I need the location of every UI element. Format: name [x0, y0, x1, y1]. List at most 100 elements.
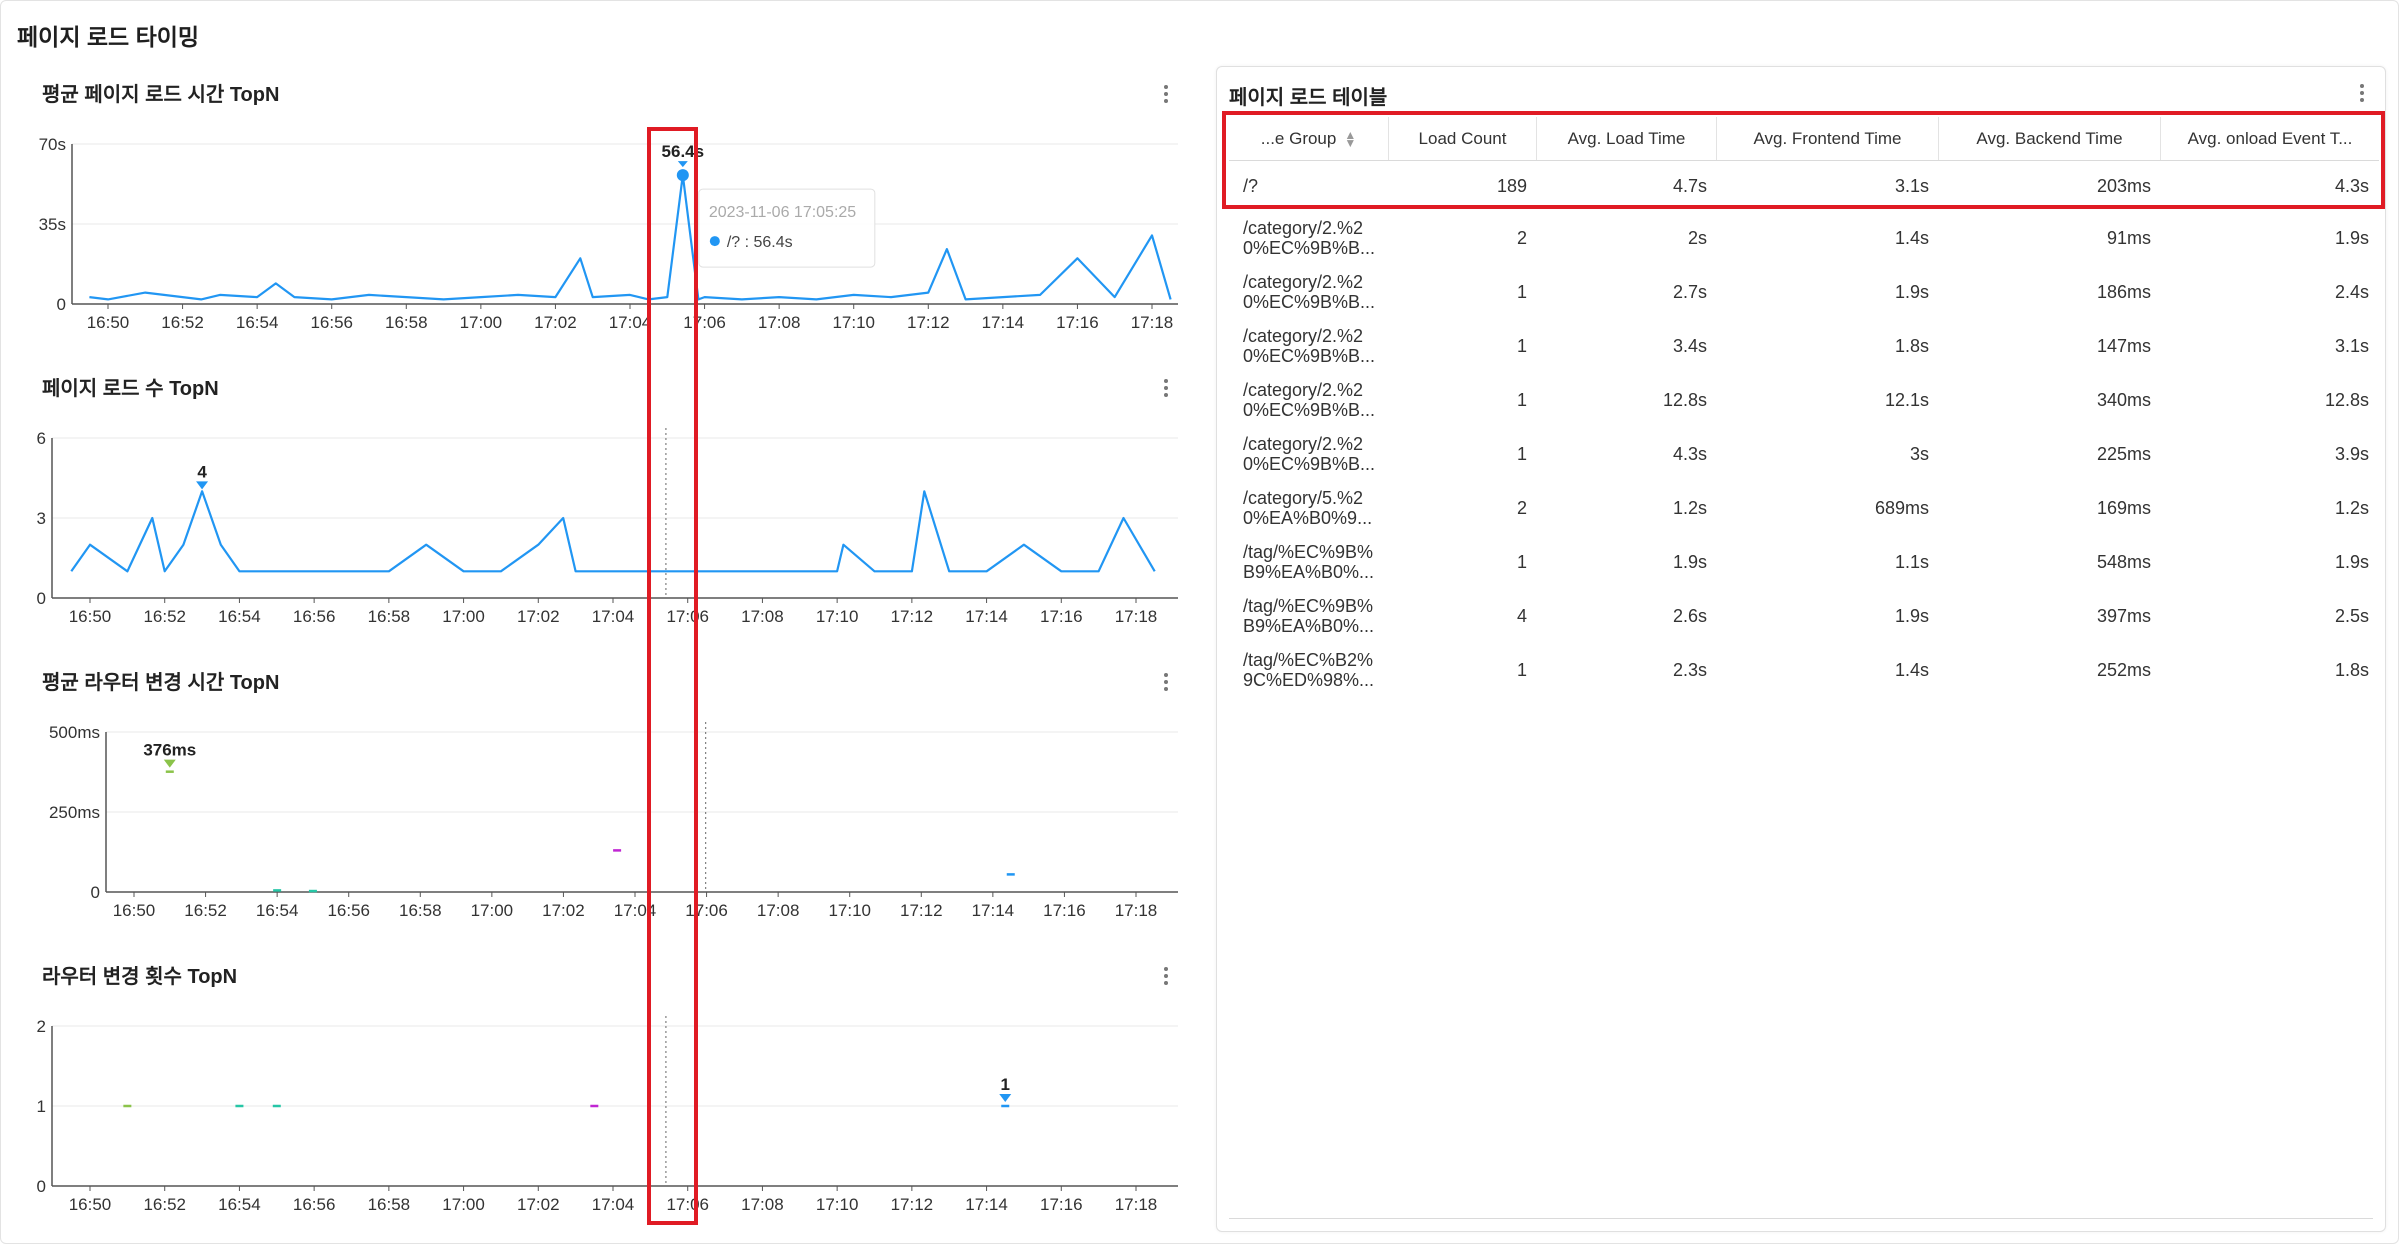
page-group-line: /category/2.%2	[1243, 380, 1364, 400]
cell-onload: 2.5s	[2334, 605, 2369, 626]
cell-front: 1.4s	[1894, 659, 1929, 680]
cell-load: 3.4s	[1672, 335, 1707, 356]
page-group-line: /tag/%EC%9B%	[1243, 596, 1374, 616]
more-options-icon[interactable]	[1159, 964, 1173, 990]
x-tick-label: 16:50	[69, 607, 112, 626]
column-header-avg-backend-time[interactable]: Avg. Backend Time	[1939, 117, 2161, 160]
chart-title: 평균 페이지 로드 시간 TopN	[42, 84, 280, 106]
column-header-avg-frontend-time[interactable]: Avg. Frontend Time	[1717, 117, 1939, 160]
x-tick-label: 17:10	[816, 607, 859, 626]
column-header-page-group[interactable]: ...e Group ▲ ▼	[1229, 117, 1389, 160]
cell-onload: 1.2s	[2334, 497, 2369, 518]
cell-front: 1.1s	[1894, 551, 1929, 572]
cell-page-group: /tag/%EC%B2% 9C%ED%98%...	[1229, 650, 1389, 690]
cell-count: 4	[1516, 605, 1527, 626]
x-tick-label: 17:10	[832, 313, 875, 332]
cell-onload: 1.9s	[2334, 551, 2369, 572]
page-group-line: 9C%ED%98%...	[1243, 670, 1375, 690]
page-group-line: 0%EC%9B%B...	[1243, 292, 1376, 312]
cell-front: 1.8s	[1894, 335, 1929, 356]
x-tick-label: 17:16	[1040, 1195, 1083, 1214]
x-tick-label: 16:56	[327, 901, 370, 920]
table-row[interactable]: /category/2.%2 0%EC%9B%B... 1 3.4s 1.8s 147ms…	[1229, 319, 2379, 373]
x-tick-label: 17:00	[442, 1195, 485, 1214]
x-tick-label: 17:00	[460, 313, 503, 332]
y-tick-label: 3	[37, 509, 46, 528]
cell-onload: 1.9s	[2334, 227, 2369, 248]
tooltip-value: /? : 56.4s	[727, 234, 793, 251]
table-row[interactable]: /category/2.%2 0%EC%9B%B... 2 2s 1.4s 91ms 1.9…	[1229, 211, 2379, 265]
table-row[interactable]: /tag/%EC%9B% B9%EA%B0%... 4 2.6s 1.9s 397ms 2.…	[1229, 589, 2379, 643]
cell-front: 1.9s	[1894, 605, 1929, 626]
page-group-line: 0%EC%9B%B...	[1243, 454, 1376, 474]
x-tick-label: 17:06	[666, 607, 709, 626]
x-tick-label: 17:16	[1043, 901, 1086, 920]
page-load-table-panel: 페이지 로드 테이블 ...e Group ▲ ▼ Load Count Avg. …	[1216, 66, 2386, 1232]
cell-back: 169ms	[2096, 497, 2151, 518]
table-row[interactable]: /category/5.%2 0%EA%B0%9... 2 1.2s 689ms 169m…	[1229, 481, 2379, 535]
cell-back: 252ms	[2096, 659, 2151, 680]
cell-page-group: /category/2.%2 0%EC%9B%B...	[1229, 272, 1389, 312]
table-body: /? 189 4.7s 3.1s 203ms 4.3s/category/2.%2 0%EC…	[1229, 161, 2379, 697]
table-row[interactable]: /? 189 4.7s 3.1s 203ms 4.3s	[1229, 161, 2379, 211]
peak-label: 56.4s	[662, 142, 705, 161]
cell-load: 4.7s	[1672, 175, 1707, 196]
y-tick-label: 1	[37, 1097, 46, 1116]
column-header-avg-onload-event-time[interactable]: Avg. onload Event T...	[2187, 128, 2353, 148]
x-tick-label: 17:06	[685, 901, 728, 920]
cell-onload: 2.4s	[2334, 281, 2369, 302]
y-tick-label: 250ms	[49, 803, 100, 822]
cell-page-group: /category/2.%2 0%EC%9B%B...	[1229, 218, 1389, 258]
router-change-count-chart[interactable]: 2 1 0 16:50 16:52 16:54 16:56 16:58 17:00 17:02 17…	[28, 948, 1188, 1223]
cell-onload: 3.9s	[2334, 443, 2369, 464]
cell-front: 1.9s	[1894, 281, 1929, 302]
x-tick-label: 16:50	[69, 1195, 112, 1214]
table-row[interactable]: /category/2.%2 0%EC%9B%B... 1 4.3s 3s 225ms 3.…	[1229, 427, 2379, 481]
table-row[interactable]: /tag/%EC%B2% 9C%ED%98%... 1 2.3s 1.4s 252ms 1.…	[1229, 643, 2379, 697]
x-tick-label: 16:50	[87, 313, 130, 332]
more-options-icon[interactable]	[2355, 81, 2369, 107]
peak-marker	[677, 161, 688, 168]
cell-count: 2	[1516, 227, 1527, 248]
table-row[interactable]: /category/2.%2 0%EC%9B%B... 1 12.8s 12.1s 340…	[1229, 373, 2379, 427]
x-tick-label: 16:50	[113, 901, 156, 920]
x-tick-label: 16:58	[385, 313, 428, 332]
x-tick-label: 17:04	[592, 1195, 635, 1214]
cell-load: 1.9s	[1672, 551, 1707, 572]
cell-page-group: /category/2.%2 0%EC%9B%B...	[1229, 380, 1389, 420]
more-options-icon[interactable]	[1159, 376, 1173, 402]
cell-load: 4.3s	[1672, 443, 1707, 464]
x-tick-label: 17:10	[816, 1195, 859, 1214]
peak-label: 1	[1001, 1075, 1010, 1094]
column-header-avg-load-time[interactable]: Avg. Load Time	[1537, 117, 1717, 160]
x-tick-label: 16:54	[256, 901, 299, 920]
peak-marker	[999, 1094, 1012, 1102]
avg-page-load-time-chart[interactable]: 70s 35s 0 16:50 16:52 16:54 16:56 16:58 17:00 17:…	[28, 66, 1188, 341]
x-tick-label: 17:10	[828, 901, 871, 920]
y-tick-label: 6	[37, 429, 46, 448]
cell-page-group: /category/2.%2 0%EC%9B%B...	[1229, 326, 1389, 366]
more-options-icon[interactable]	[1159, 82, 1173, 108]
x-tick-label: 17:14	[965, 607, 1008, 626]
x-tick-label: 17:12	[907, 313, 950, 332]
page-load-count-chart[interactable]: 6 3 0 16:50 16:52 16:54 16:56 16:58 17:00 17:02 17…	[28, 360, 1188, 635]
peak-point	[676, 169, 689, 182]
x-tick-label: 17:18	[1131, 313, 1174, 332]
x-tick-label: 17:04	[592, 607, 635, 626]
cell-back: 186ms	[2096, 281, 2151, 302]
cell-count: 1	[1516, 443, 1527, 464]
x-tick-label: 16:58	[399, 901, 442, 920]
avg-router-change-time-chart[interactable]: 500ms 250ms 0 16:50 16:52 16:54 16:56 16:58 17:0…	[28, 654, 1188, 929]
cell-page-group: /category/5.%2 0%EA%B0%9...	[1229, 488, 1389, 528]
table-row[interactable]: /category/2.%2 0%EC%9B%B... 1 2.7s 1.9s 186ms…	[1229, 265, 2379, 319]
x-tick-label: 16:52	[143, 607, 186, 626]
table-row[interactable]: /tag/%EC%9B% B9%EA%B0%... 1 1.9s 1.1s 548ms 1.…	[1229, 535, 2379, 589]
y-tick-label: 0	[37, 1177, 46, 1196]
page-load-table: ...e Group ▲ ▼ Load Count Avg. Load Time A…	[1229, 117, 2379, 697]
cell-back: 203ms	[2096, 175, 2151, 196]
sort-icon[interactable]: ▲ ▼	[1344, 127, 1357, 150]
more-options-icon[interactable]	[1159, 670, 1173, 696]
column-header-load-count[interactable]: Load Count	[1389, 117, 1537, 160]
peak-label: 376ms	[143, 741, 196, 760]
cell-count: 1	[1516, 551, 1527, 572]
